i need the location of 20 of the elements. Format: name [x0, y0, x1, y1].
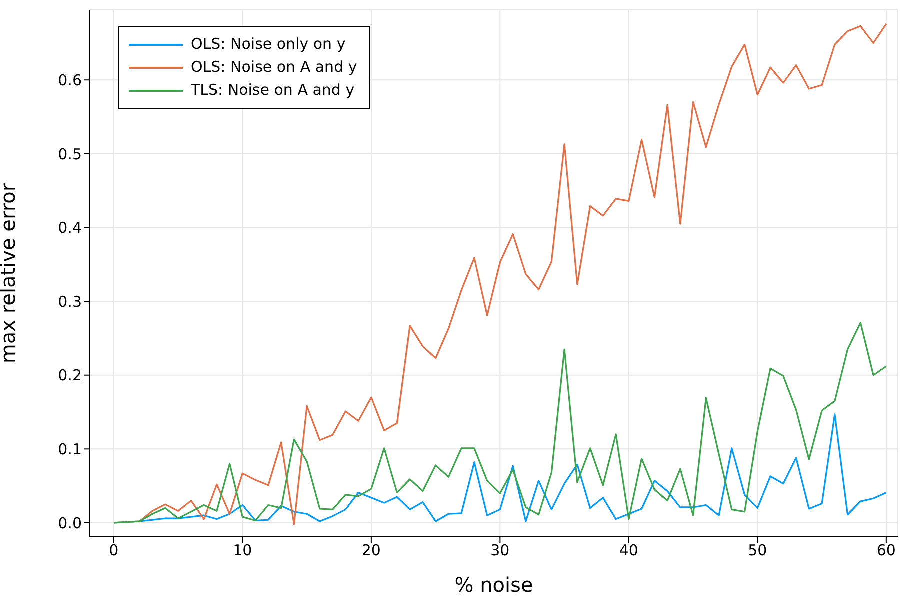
x-tick-label: 20 — [362, 542, 381, 560]
x-axis-title: % noise — [454, 573, 534, 597]
x-tick-label: 0 — [109, 542, 119, 560]
x-tick-label: 40 — [619, 542, 638, 560]
y-tick-label: 0.6 — [58, 71, 82, 90]
y-tick-label: 0.1 — [58, 440, 82, 458]
x-tick-label: 30 — [490, 542, 510, 560]
y-tick-label: 0.2 — [58, 366, 82, 385]
line-series — [113, 322, 888, 524]
x-tick-label: 60 — [876, 542, 896, 560]
y-tick-label: 0.5 — [58, 145, 82, 164]
legend-label: TLS: Noise on A and y — [191, 80, 355, 101]
y-axis-title: max relative error — [0, 182, 20, 364]
x-tick-label: 10 — [233, 542, 252, 560]
legend-label: OLS: Noise on A and y — [191, 57, 358, 78]
y-tick-label: 0.3 — [58, 292, 82, 311]
y-tick-label: 0.4 — [58, 219, 82, 238]
legend-label: OLS: Noise only on y — [191, 34, 346, 55]
x-tick-label: 50 — [748, 542, 768, 560]
y-tick-label: 0.0 — [58, 514, 82, 532]
